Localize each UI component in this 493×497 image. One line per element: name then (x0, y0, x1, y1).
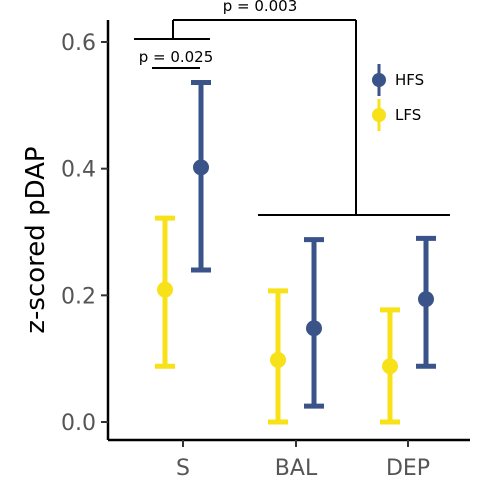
y-axis-title: z-scored pDAP (21, 146, 51, 333)
series-lfs (155, 215, 400, 425)
legend: HFS LFS (372, 64, 424, 131)
data-point (382, 358, 398, 375)
x-tick-label: DEP (386, 456, 430, 481)
legend-item-hfs: HFS (372, 64, 424, 96)
legend-item-lfs: LFS (372, 99, 421, 131)
x-tick-label: S (176, 456, 190, 481)
data-point (157, 281, 173, 298)
data-point (418, 291, 434, 308)
y-tick-label: 0.0 (61, 411, 96, 436)
y-tick-label: 0.6 (61, 31, 96, 56)
series-hfs (191, 80, 436, 409)
significance-label: p = 0.025 (139, 48, 214, 66)
legend-marker (372, 108, 386, 122)
y-tick-label: 0.2 (61, 284, 96, 309)
data-marks (155, 80, 436, 425)
legend-label: HFS (395, 71, 424, 89)
legend-label: LFS (395, 106, 421, 124)
legend-marker (372, 73, 386, 87)
x-tick-label: BAL (275, 456, 318, 481)
axes: 0.0 0.2 0.4 0.6 S BAL DEP z-scored pDAP (21, 20, 470, 481)
significance-brackets: p = 0.025 p = 0.003 (134, 0, 450, 216)
data-point (193, 159, 209, 176)
data-point (270, 351, 286, 368)
data-point (306, 320, 322, 337)
significance-label: p = 0.003 (223, 0, 298, 15)
y-tick-label: 0.4 (61, 158, 96, 183)
